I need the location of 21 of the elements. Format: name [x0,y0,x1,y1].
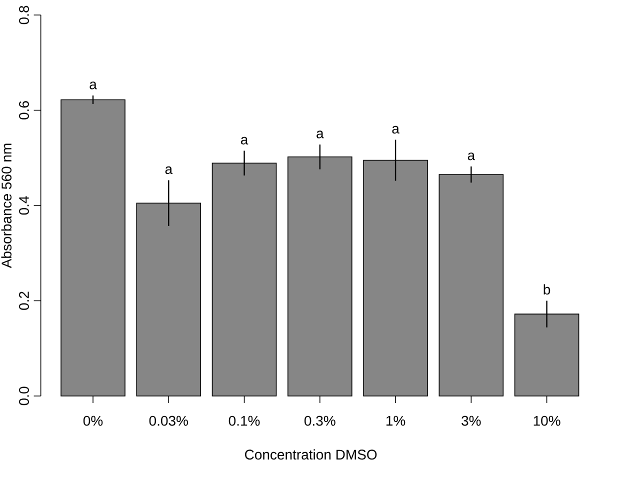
annotation: a [240,136,248,145]
annotation: a [392,126,400,134]
y-tick-label: 0.6 [19,101,29,120]
annotation: a [165,166,173,174]
x-axis-title: Concentration DMSO [245,449,377,460]
annotation: a [468,152,476,160]
y-tick-label: 0.4 [19,196,29,215]
x-tick-label: 0.3% [304,416,336,426]
annotation: b [544,284,550,295]
annotation: a [316,130,324,138]
x-tick-label: 3% [462,416,481,426]
annotation: a [90,82,97,90]
y-axis-title: Absorbance 560 nm [1,144,12,268]
x-tick-label: 0.1% [228,416,260,426]
x-tick-label: 0% [83,416,103,426]
y-tick-label: 0.8 [19,6,29,24]
x-tick-label: 10% [534,416,560,426]
x-tick-label: 0.03% [149,416,188,426]
x-tick-label: 1% [386,416,406,426]
y-tick-label: 0.2 [19,292,29,310]
y-tick-label: 0.0 [19,386,29,406]
